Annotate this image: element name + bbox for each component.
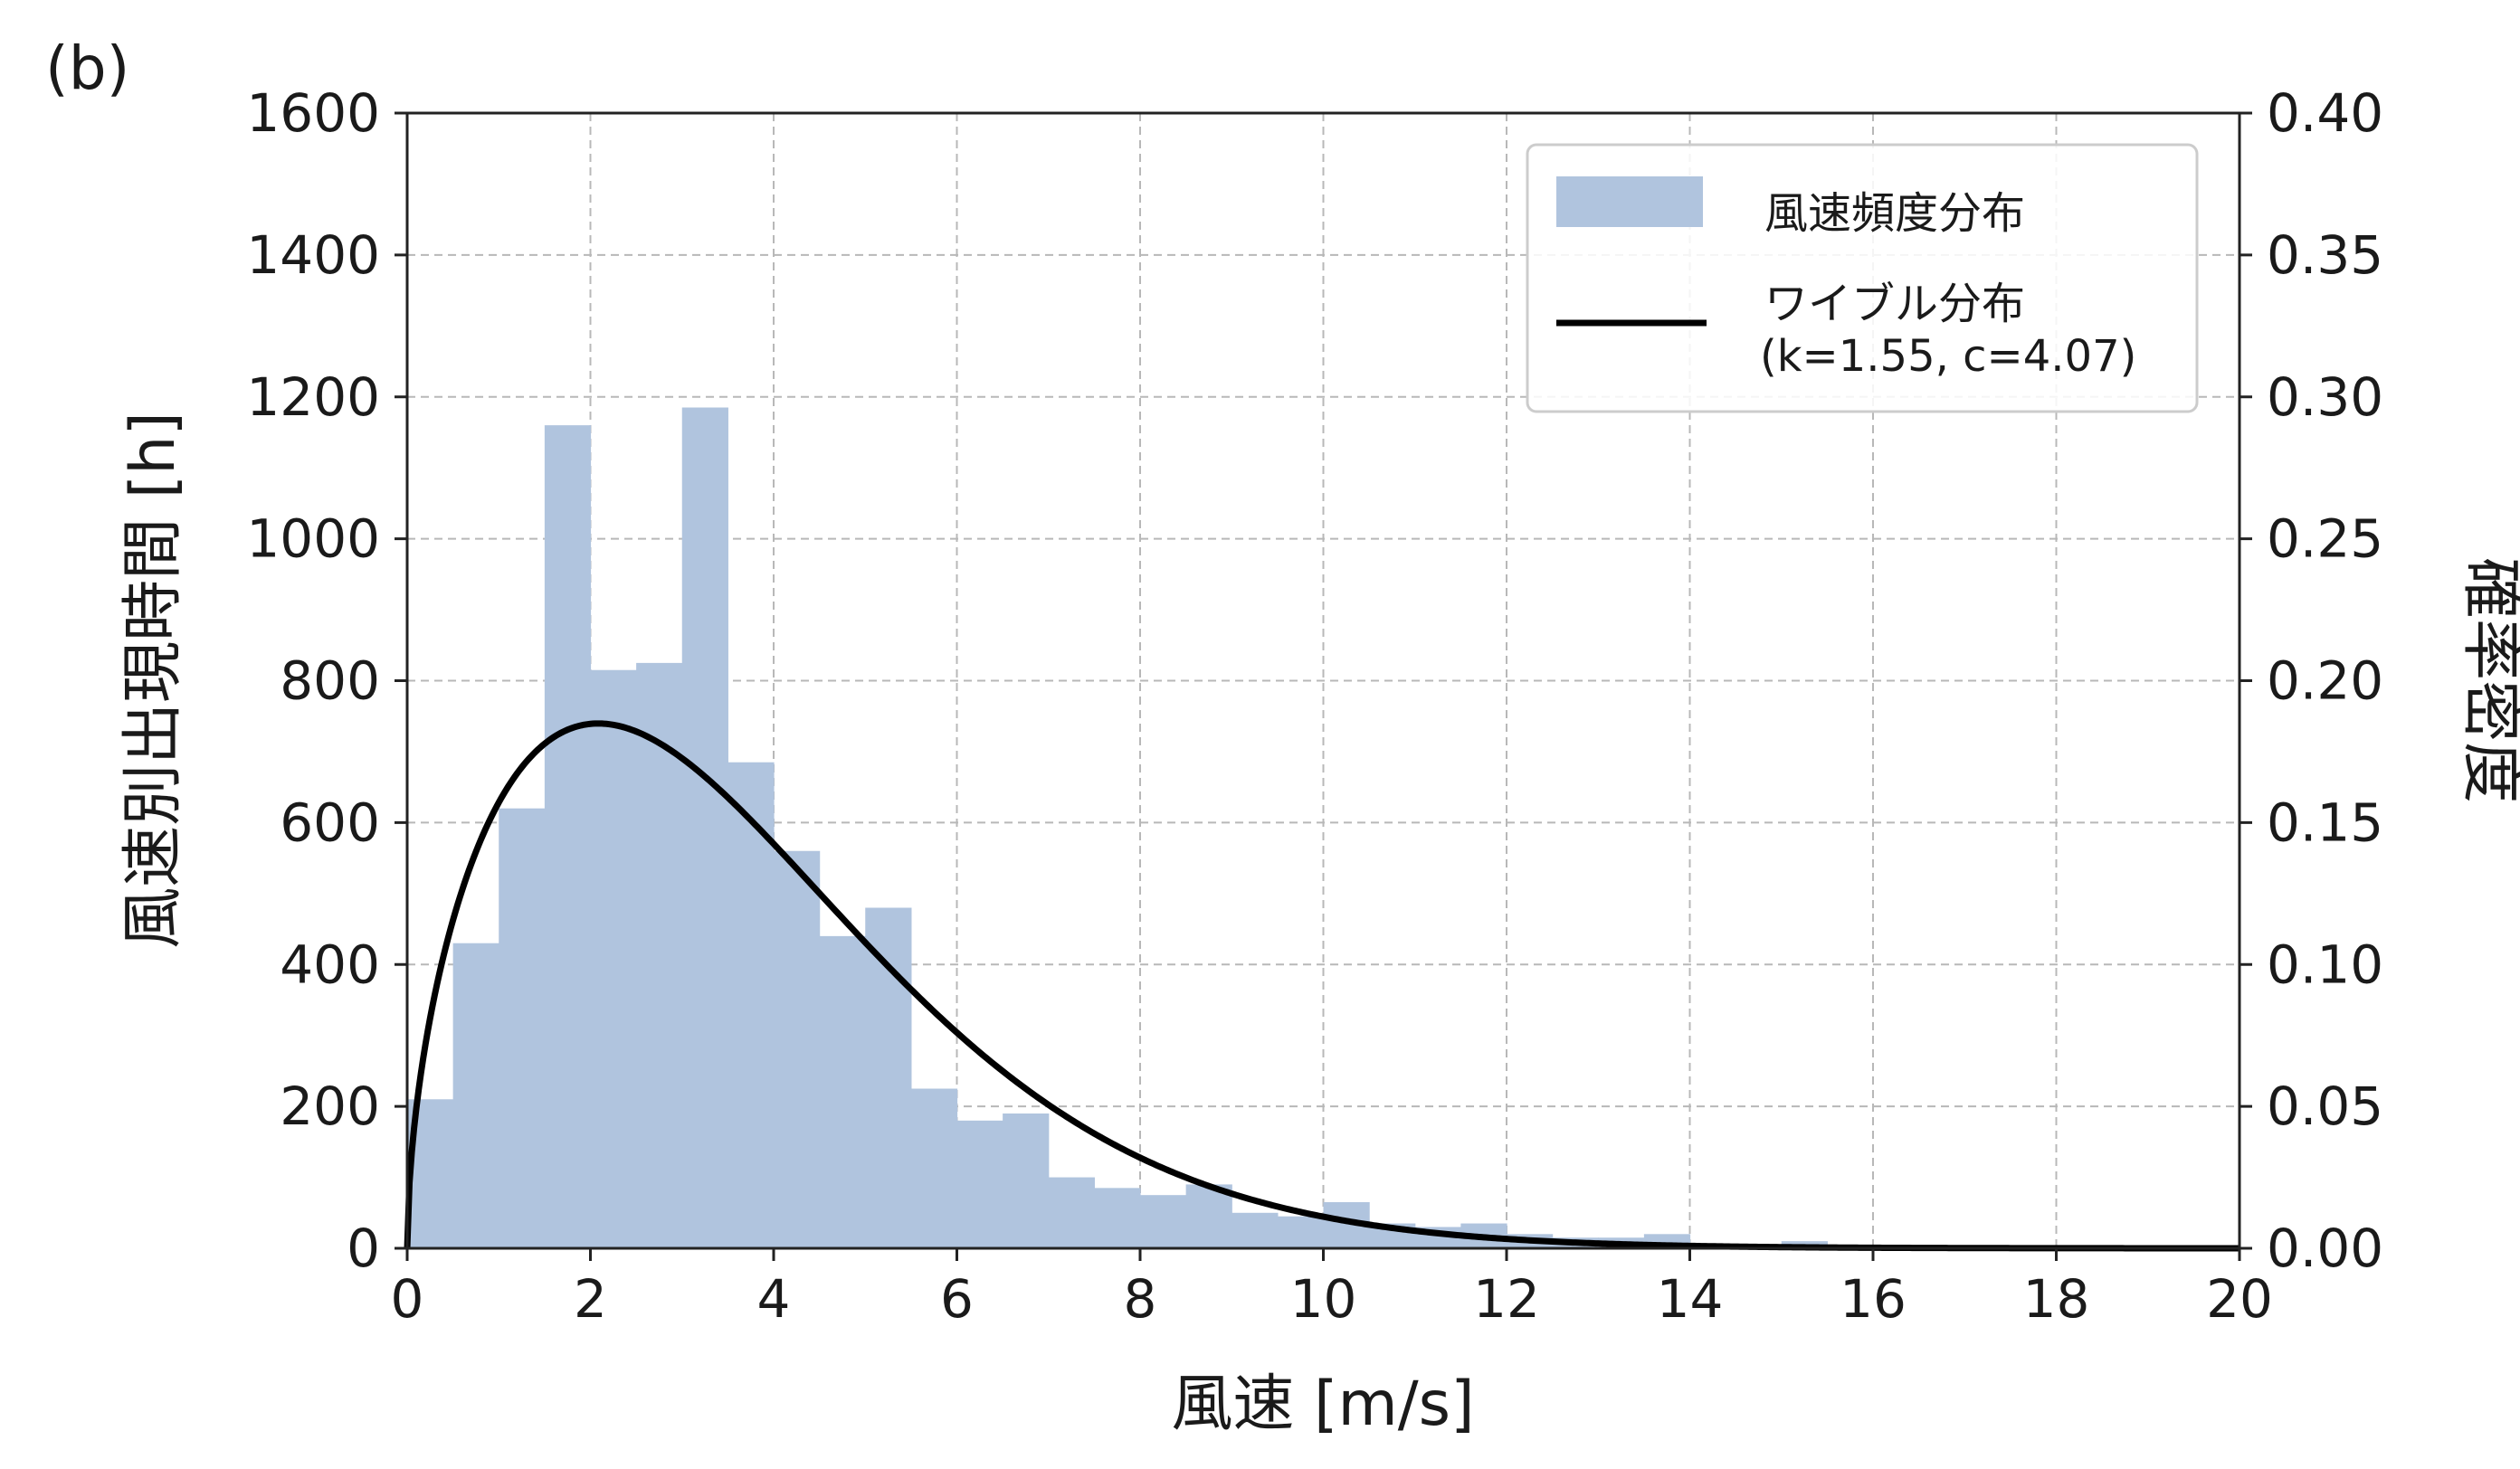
y-left-tick-label: 1600: [246, 82, 380, 144]
y-left-tick-label: 0: [347, 1218, 380, 1279]
legend-swatch-histogram: [1556, 176, 1703, 227]
y-left-tick-label: 1000: [246, 508, 380, 570]
y-right-tick-label: 0.00: [2267, 1218, 2383, 1279]
histogram-bar: [1094, 1188, 1141, 1248]
histogram-bar: [1185, 1184, 1232, 1248]
histogram-bar: [1140, 1195, 1187, 1248]
histogram-bar: [865, 907, 912, 1248]
y-left-tick-label: 800: [280, 650, 380, 712]
x-tick-label: 16: [1840, 1268, 1907, 1330]
x-tick-label: 0: [391, 1268, 424, 1330]
x-tick-label: 2: [574, 1268, 607, 1330]
histogram-bars: [407, 407, 1874, 1248]
panel-label: (b): [45, 33, 129, 103]
y-right-tick-label: 0.15: [2267, 791, 2383, 853]
histogram-bar: [1277, 1216, 1325, 1248]
y-right-tick-label: 0.35: [2267, 224, 2383, 286]
legend-label-weibull-params: (k=1.55, c=4.07): [1760, 331, 2136, 382]
y-right-tick-label: 0.30: [2267, 366, 2383, 428]
y-right-axis-ticks: 0.00 0.05 0.10 0.15 0.20 0.25 0.30 0.35 0.40: [2239, 82, 2383, 1279]
x-tick-label: 18: [2023, 1268, 2090, 1330]
x-tick-label: 20: [2206, 1268, 2273, 1330]
histogram-bar: [1003, 1113, 1050, 1248]
histogram-bar: [910, 1088, 958, 1248]
histogram-bar: [727, 762, 775, 1248]
histogram-bar: [590, 669, 637, 1248]
legend-label-histogram: 風速頻度分布: [1764, 188, 2025, 239]
histogram-bar: [956, 1120, 1003, 1248]
histogram-bar: [1231, 1212, 1279, 1248]
y-left-axis-ticks: 0 200 400 600 800 1000 1200 1400 1600: [246, 82, 407, 1279]
y-right-tick-label: 0.05: [2267, 1076, 2383, 1137]
x-axis-ticks: 0 2 4 6 8 10 12 14 16 18 20: [391, 1248, 2273, 1330]
histogram-bar: [499, 808, 546, 1248]
x-tick-label: 4: [757, 1268, 791, 1330]
x-tick-label: 10: [1290, 1268, 1357, 1330]
legend-label-weibull: ワイブル分布: [1764, 279, 2025, 329]
y-left-tick-label: 200: [280, 1076, 380, 1137]
x-axis-label: 風速 [m/s]: [1171, 1369, 1474, 1440]
y-right-tick-label: 0.40: [2267, 82, 2383, 144]
x-tick-label: 14: [1657, 1268, 1724, 1330]
histogram-bar: [636, 662, 683, 1248]
x-tick-label: 6: [940, 1268, 974, 1330]
x-tick-label: 12: [1473, 1268, 1540, 1330]
y-left-tick-label: 600: [280, 791, 380, 853]
histogram-bar: [774, 850, 821, 1248]
histogram-bar: [544, 425, 592, 1248]
y-right-tick-label: 0.10: [2267, 934, 2383, 995]
histogram-bar: [819, 935, 866, 1248]
y-right-tick-label: 0.25: [2267, 508, 2383, 570]
y-left-tick-label: 1200: [246, 366, 380, 428]
y-right-axis-label: 確率密度: [2455, 557, 2520, 803]
histogram-bar: [1048, 1177, 1095, 1248]
y-right-tick-label: 0.20: [2267, 650, 2383, 712]
histogram-bar: [681, 407, 728, 1248]
y-left-tick-label: 400: [280, 934, 380, 995]
legend: 風速頻度分布 ワイブル分布 (k=1.55, c=4.07): [1526, 143, 2199, 413]
x-tick-label: 8: [1124, 1268, 1157, 1330]
y-left-axis-label: 風速別出現時間 [h]: [118, 412, 189, 949]
histogram-bar: [452, 943, 499, 1248]
y-left-tick-label: 1400: [246, 224, 380, 286]
